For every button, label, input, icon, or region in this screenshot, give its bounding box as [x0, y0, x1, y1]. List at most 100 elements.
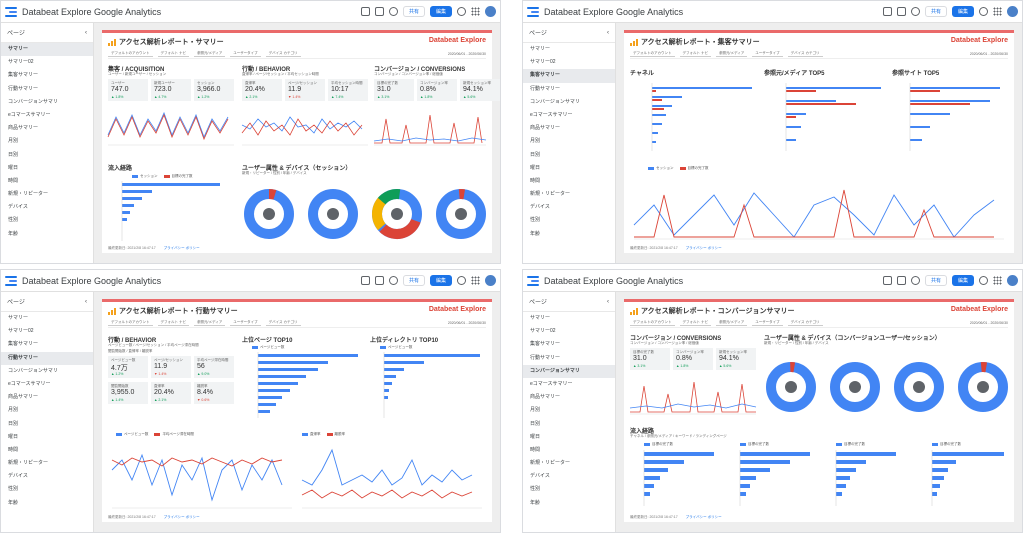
help-icon[interactable] [457, 7, 466, 16]
share-button[interactable]: 共有 [924, 6, 947, 17]
copy-icon[interactable] [374, 276, 384, 285]
refresh-icon[interactable] [388, 276, 398, 285]
edit-button[interactable]: 編集 [951, 275, 974, 286]
sidebar-item[interactable]: 性別 [530, 486, 541, 493]
sidebar-item[interactable]: サマリー02 [530, 59, 556, 66]
sidebar-item[interactable]: 月別 [530, 407, 541, 414]
sidebar-item[interactable]: 商品サマリー [8, 125, 39, 132]
sidebar-item[interactable]: デバイス [8, 473, 28, 480]
sidebar-item[interactable]: 時間 [530, 446, 541, 453]
help-icon[interactable] [979, 7, 988, 16]
help-icon[interactable] [457, 276, 466, 285]
sidebar-item[interactable]: 商品サマリー [8, 394, 39, 401]
sidebar-item[interactable]: 日別 [8, 420, 19, 427]
user-type-filter[interactable]: ユーザータイプ [230, 51, 261, 57]
privacy-link[interactable]: プライバシー ポリシー [685, 246, 722, 250]
source-filter[interactable]: 参照元/メディア [715, 320, 748, 326]
avatar[interactable] [485, 275, 496, 286]
share-button[interactable]: 共有 [402, 6, 425, 17]
sidebar-item[interactable]: 日別 [8, 151, 19, 158]
source-filter[interactable]: 参照元/メディア [193, 51, 226, 57]
sidebar-item[interactable]: 行動サマリー [530, 85, 561, 92]
sidebar-item[interactable]: 時間 [8, 446, 19, 453]
sidebar-item[interactable]: 日別 [530, 151, 541, 158]
sidebar-item[interactable]: 時間 [8, 177, 19, 184]
sidebar-item[interactable]: 商品サマリー [530, 394, 561, 401]
sidebar-item[interactable]: 曜日 [8, 433, 19, 440]
sidebar-item[interactable]: eコマースサマリー [530, 111, 573, 118]
sidebar-item[interactable]: コンバージョンサマリ [8, 367, 58, 374]
sidebar-item[interactable]: 月別 [8, 138, 19, 145]
apps-grid-icon[interactable] [471, 276, 480, 285]
sidebar-item[interactable]: 行動サマリー [530, 354, 561, 361]
sidebar-item[interactable]: eコマースサマリー [530, 380, 573, 387]
device-filter[interactable]: デバイス カテゴリ [787, 51, 823, 57]
sidebar-item[interactable]: 集客サマリー [8, 341, 39, 348]
sidebar-item[interactable]: 集客サマリー [530, 341, 561, 348]
copy-icon[interactable] [374, 7, 384, 16]
apps-grid-icon[interactable] [471, 7, 480, 16]
sidebar-item[interactable]: 新規・リピーター [530, 191, 571, 198]
sidebar-item[interactable]: サマリー [8, 315, 29, 321]
avatar[interactable] [1007, 6, 1018, 17]
account-filter[interactable]: デフォルトのアカウント [108, 320, 153, 326]
sidebar-item[interactable]: 月別 [530, 138, 541, 145]
sidebar-item[interactable]: サマリー [530, 46, 551, 52]
date-range-picker[interactable]: 2020/06/01 - 2020/06/30 [447, 51, 486, 56]
device-filter[interactable]: デバイス カテゴリ [265, 320, 301, 326]
sidebar-item[interactable]: 集客サマリー [523, 69, 615, 83]
sidebar-item[interactable]: 曜日 [530, 164, 541, 171]
collapse-chevron-icon[interactable]: ‹ [607, 298, 609, 305]
device-filter[interactable]: デバイス カテゴリ [265, 51, 301, 57]
sidebar-item[interactable]: 性別 [530, 217, 541, 224]
default-filter[interactable]: デフォルト ナビ [679, 51, 711, 57]
sidebar-item[interactable]: 集客サマリー [8, 72, 39, 79]
edit-button[interactable]: 編集 [951, 6, 974, 17]
share-button[interactable]: 共有 [924, 275, 947, 286]
edit-button[interactable]: 編集 [429, 6, 452, 17]
sidebar-item[interactable]: 性別 [8, 486, 19, 493]
sidebar-item[interactable]: 新規・リピーター [8, 191, 49, 198]
sidebar-item[interactable]: 新規・リピーター [8, 460, 49, 467]
help-icon[interactable] [979, 276, 988, 285]
source-filter[interactable]: 参照元/メディア [193, 320, 226, 326]
sidebar-item[interactable]: サマリー02 [530, 328, 556, 335]
privacy-link[interactable]: プライバシー ポリシー [685, 515, 722, 519]
avatar[interactable] [1007, 275, 1018, 286]
collapse-chevron-icon[interactable]: ‹ [85, 298, 87, 305]
sidebar-item[interactable]: 年齢 [530, 230, 541, 237]
share-button[interactable]: 共有 [402, 275, 425, 286]
collapse-chevron-icon[interactable]: ‹ [85, 29, 87, 36]
sidebar-item[interactable]: サマリー [1, 43, 93, 57]
collapse-chevron-icon[interactable]: ‹ [607, 29, 609, 36]
sidebar-item[interactable]: コンバージョンサマリ [530, 98, 580, 105]
sidebar-item[interactable]: 年齢 [8, 230, 19, 237]
default-filter[interactable]: デフォルト ナビ [157, 320, 189, 326]
default-filter[interactable]: デフォルト ナビ [157, 51, 189, 57]
sidebar-item[interactable]: コンバージョンサマリ [523, 364, 615, 378]
refresh-icon[interactable] [910, 276, 920, 285]
account-filter[interactable]: デフォルトのアカウント [108, 51, 153, 57]
refresh-icon[interactable] [910, 7, 920, 16]
account-filter[interactable]: デフォルトのアカウント [630, 320, 675, 326]
privacy-link[interactable]: プライバシー ポリシー [163, 246, 200, 250]
copy-icon[interactable] [896, 276, 906, 285]
device-filter[interactable]: デバイス カテゴリ [787, 320, 823, 326]
sidebar-item[interactable]: 行動サマリー [1, 351, 93, 365]
sidebar-item[interactable]: 新規・リピーター [530, 460, 571, 467]
date-range-picker[interactable]: 2020/06/01 - 2020/06/30 [969, 320, 1008, 325]
sidebar-item[interactable]: eコマースサマリー [8, 380, 51, 387]
account-filter[interactable]: デフォルトのアカウント [630, 51, 675, 57]
privacy-link[interactable]: プライバシー ポリシー [163, 515, 200, 519]
sidebar-item[interactable]: サマリー02 [8, 59, 34, 66]
sidebar-item[interactable]: 性別 [8, 217, 19, 224]
user-type-filter[interactable]: ユーザータイプ [230, 320, 261, 326]
sidebar-item[interactable]: 年齢 [8, 499, 19, 506]
sidebar-item[interactable]: 商品サマリー [530, 125, 561, 132]
avatar[interactable] [485, 6, 496, 17]
sidebar-item[interactable]: eコマースサマリー [8, 111, 51, 118]
apps-grid-icon[interactable] [993, 276, 1002, 285]
sidebar-item[interactable]: デバイス [530, 204, 550, 211]
source-filter[interactable]: 参照元/メディア [715, 51, 748, 57]
sidebar-item[interactable]: 年齢 [530, 499, 541, 506]
